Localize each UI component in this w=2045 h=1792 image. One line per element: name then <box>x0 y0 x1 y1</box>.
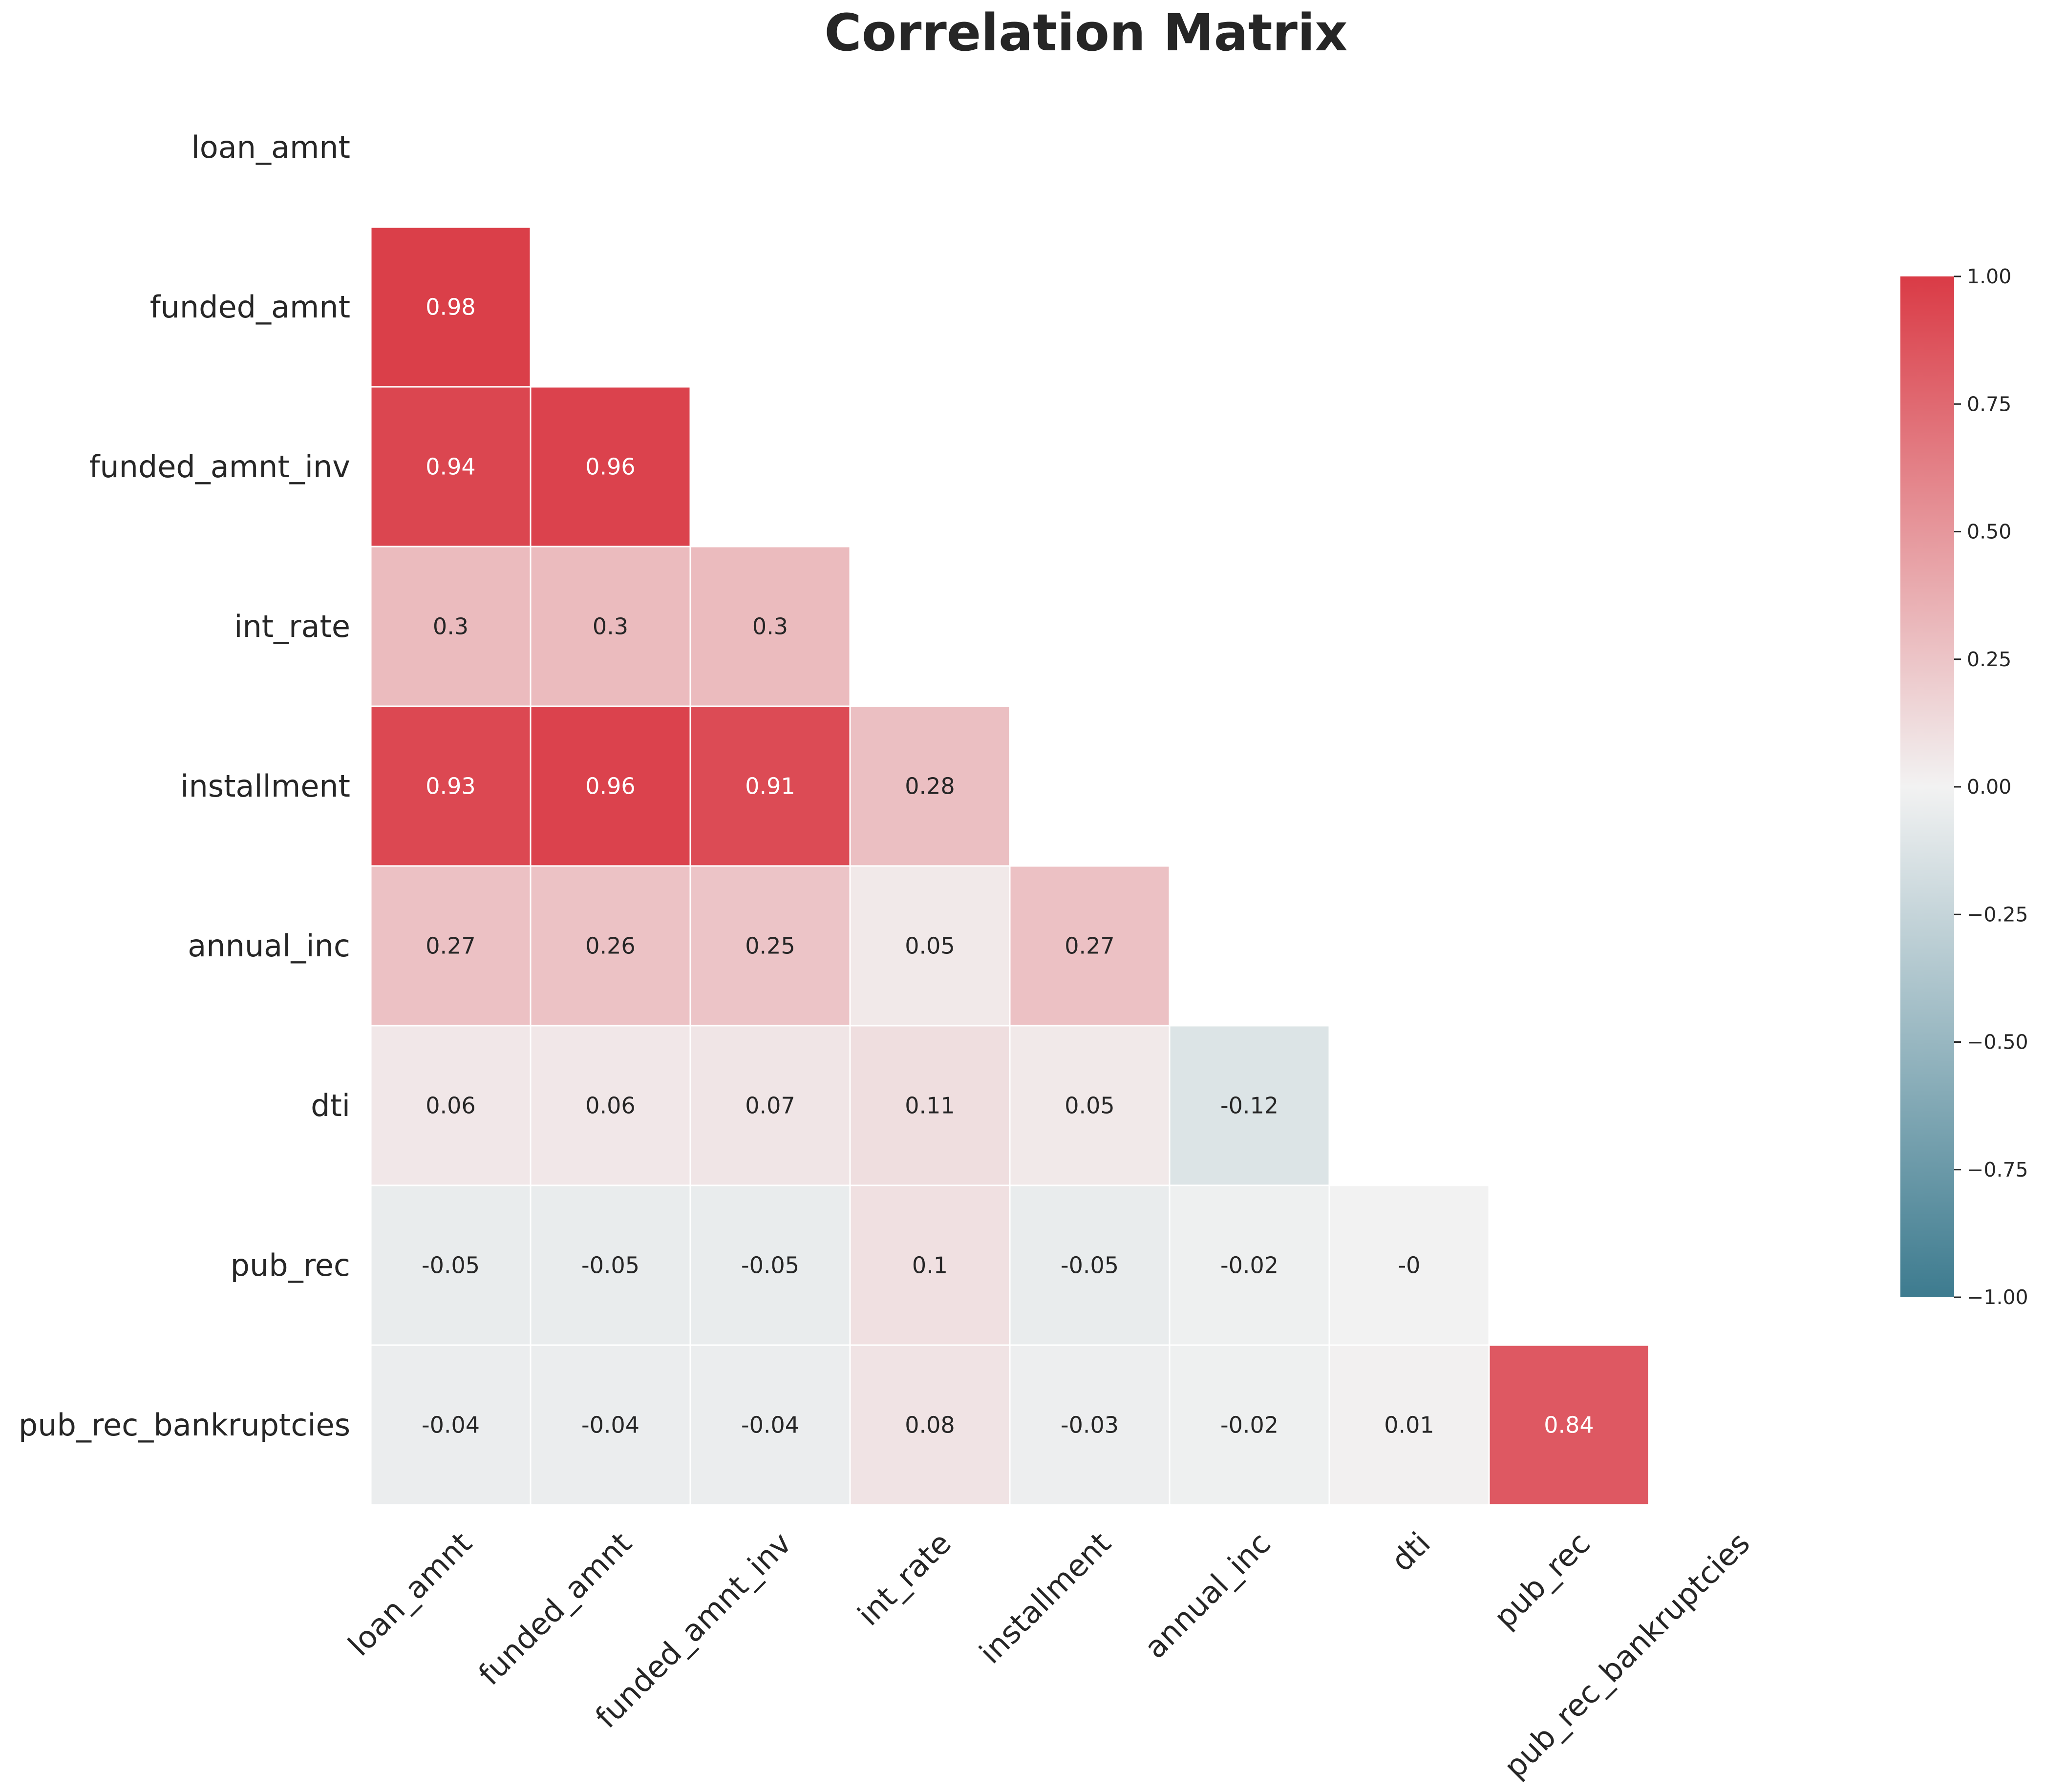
heatmap-cell <box>849 705 1011 867</box>
cell-value-label: 0.01 <box>1384 1412 1434 1438</box>
heatmap-cell <box>370 1025 532 1186</box>
cell-value-label: 0.91 <box>745 773 795 800</box>
cell-value-label: -0.05 <box>422 1252 480 1279</box>
colorbar-tick-label: 1.00 <box>1967 265 2011 288</box>
row-label: dti <box>311 1088 350 1123</box>
cell-value-label: 0.96 <box>585 454 635 480</box>
colorbar: 1.00 0.75 0.50 0.25 0.00 −0.25 −0.50 −0.75 −1.00 <box>1900 265 2028 1309</box>
heatmap-cell <box>370 546 532 707</box>
cell-value-label: 0.05 <box>1065 1093 1114 1119</box>
row-label: funded_amnt_inv <box>89 449 350 485</box>
colorbar-tick-label: −0.50 <box>1967 1031 2028 1054</box>
cell-value-label: -0.05 <box>1061 1252 1119 1279</box>
column-label: annual_inc <box>1137 1525 1278 1666</box>
colorbar-tick-label: −0.75 <box>1967 1158 2028 1181</box>
cell-value-label: 0.06 <box>426 1093 475 1119</box>
colorbar-tick-label: −1.00 <box>1967 1286 2028 1309</box>
row-labels: loan_amnt funded_amnt funded_amnt_inv int_r… <box>19 129 350 1443</box>
heatmap-cell <box>530 705 691 867</box>
heatmap-cell <box>1488 1344 1650 1506</box>
cell-value-label: 0.08 <box>905 1412 955 1438</box>
cell-value-label: 0.98 <box>426 294 475 320</box>
colorbar-tick-label: 0.25 <box>1967 648 2011 671</box>
colorbar-tick-label: −0.25 <box>1967 903 2028 926</box>
row-label: loan_amnt <box>192 129 350 165</box>
colorbar-tick-label: 0.50 <box>1967 520 2011 544</box>
heatmap-cell <box>689 1344 851 1506</box>
cell-value-label: 0.93 <box>426 773 475 800</box>
column-label: dti <box>1384 1525 1437 1579</box>
cell-value-label: -0.04 <box>422 1412 480 1438</box>
heatmap-cell <box>530 865 691 1027</box>
cell-value-label: -0.05 <box>741 1252 799 1279</box>
cell-value-label: 0.28 <box>905 773 955 800</box>
heatmap-cell <box>1009 1025 1171 1186</box>
heatmap-cell <box>1328 1344 1490 1506</box>
cell-value-label: 0.84 <box>1544 1412 1594 1438</box>
heatmap-cell <box>849 1184 1011 1346</box>
heatmap-cells: 0.98 0.94 0.96 0.3 0.3 0.3 0.93 0.96 0.91 0.28 0.2… <box>370 226 1650 1506</box>
heatmap-cell <box>689 865 851 1027</box>
cell-value-label: 0.26 <box>585 933 635 959</box>
heatmap-cell <box>530 1025 691 1186</box>
heatmap-cell <box>370 1184 532 1346</box>
heatmap-cell <box>1328 1184 1490 1346</box>
cell-value-label: 0.27 <box>426 933 475 959</box>
cell-value-label: 0.1 <box>912 1252 948 1279</box>
colorbar-tick-label: 0.00 <box>1967 775 2011 799</box>
heatmap-cell <box>1169 1344 1330 1506</box>
cell-value-label: -0.02 <box>1220 1412 1278 1438</box>
heatmap-cell <box>1169 1184 1330 1346</box>
heatmap-cell <box>530 1184 691 1346</box>
cell-value-label: -0 <box>1398 1252 1421 1279</box>
cell-value-label: 0.06 <box>585 1093 635 1119</box>
column-label: pub_rec <box>1487 1525 1597 1635</box>
heatmap-cell <box>530 546 691 707</box>
heatmap-cell <box>1009 865 1171 1027</box>
heatmap-cell <box>370 226 532 388</box>
cell-value-label: 0.3 <box>593 613 628 640</box>
heatmap-cell <box>1169 1025 1330 1186</box>
cell-value-label: 0.11 <box>905 1093 955 1119</box>
row-label: installment <box>180 768 350 804</box>
cell-value-label: 0.05 <box>905 933 955 959</box>
colorbar-gradient <box>1900 276 1954 1297</box>
cell-value-label: -0.12 <box>1220 1093 1278 1119</box>
colorbar-tick-label: 0.75 <box>1967 392 2011 416</box>
cell-value-label: 0.94 <box>426 454 475 480</box>
heatmap-cell <box>689 546 851 707</box>
column-label: funded_amnt <box>471 1525 639 1692</box>
heatmap-cell <box>370 386 532 548</box>
heatmap-cell <box>849 1025 1011 1186</box>
heatmap-cell <box>689 1025 851 1186</box>
cell-value-label: 0.96 <box>585 773 635 800</box>
chart-title: Correlation Matrix <box>824 3 1347 63</box>
cell-value-label: 0.07 <box>745 1093 795 1119</box>
cell-value-label: 0.25 <box>745 933 795 959</box>
cell-value-label: -0.04 <box>741 1412 799 1438</box>
cell-value-label: -0.04 <box>581 1412 639 1438</box>
cell-value-label: -0.03 <box>1061 1412 1119 1438</box>
column-label: installment <box>972 1525 1118 1671</box>
cell-value-label: 0.3 <box>433 613 469 640</box>
row-label: pub_rec <box>231 1247 350 1283</box>
heatmap-cell <box>849 865 1011 1027</box>
row-label: pub_rec_bankruptcies <box>19 1407 350 1443</box>
row-label: funded_amnt <box>150 289 350 325</box>
cell-value-label: 0.3 <box>752 613 788 640</box>
column-label: loan_amnt <box>341 1525 479 1663</box>
heatmap-cell <box>370 1344 532 1506</box>
heatmap-cell <box>530 386 691 548</box>
cell-value-label: 0.27 <box>1065 933 1114 959</box>
row-label: annual_inc <box>188 928 350 964</box>
column-label: int_rate <box>851 1525 958 1633</box>
row-label: int_rate <box>234 609 350 644</box>
cell-value-label: -0.02 <box>1220 1252 1278 1279</box>
cell-value-label: -0.05 <box>581 1252 639 1279</box>
